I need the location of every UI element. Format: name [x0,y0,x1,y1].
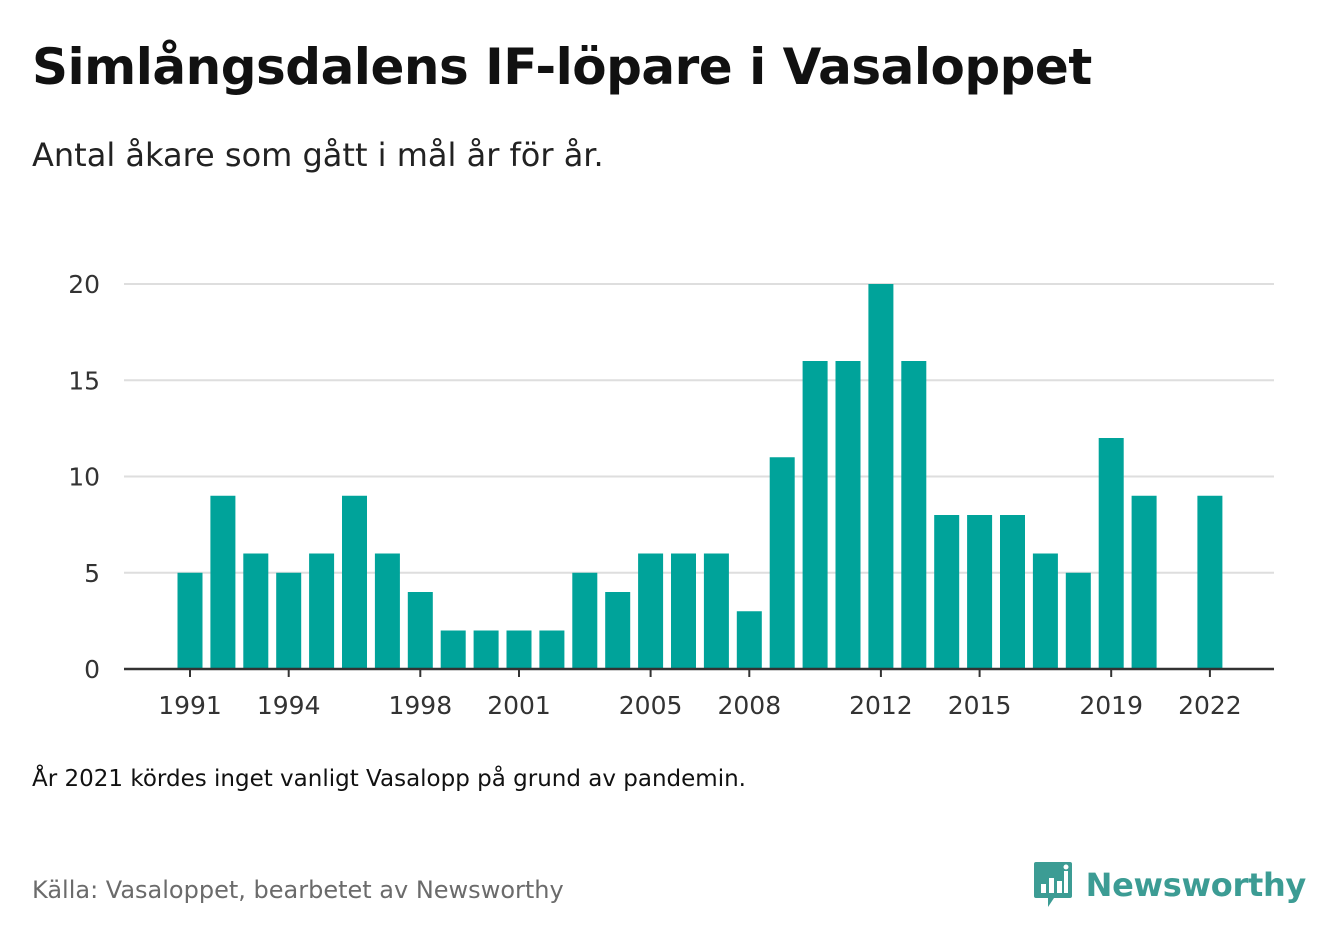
bar-1991 [177,572,203,669]
bar-1998 [407,592,433,669]
x-tick-label: 1994 [257,691,321,720]
bar-2022 [1197,495,1223,669]
bar-1992 [210,495,236,669]
bar-2010 [802,361,828,669]
bar-2003 [572,572,598,669]
x-tick-label: 2008 [717,691,781,720]
bar-2015 [967,515,993,669]
x-tick-label: 2012 [849,691,913,720]
y-tick-label: 5 [84,559,100,588]
bar-1999 [440,630,466,669]
x-axis-ticks: 1991 1994 1998 2001 2005 2008 2012 2015 2019 2022 [158,669,1242,720]
brand-logo[interactable]: Newsworthy [1032,860,1306,910]
x-tick-label: 2005 [619,691,683,720]
y-axis-ticks: 0 5 10 15 20 [68,270,100,684]
x-tick-label: 2019 [1079,691,1143,720]
y-tick-label: 15 [68,366,100,395]
bar-2013 [901,361,927,669]
x-tick-label: 1991 [158,691,222,720]
x-tick-label: 1998 [388,691,452,720]
newsworthy-logo-icon [1033,862,1072,907]
bar-2017 [1032,553,1058,669]
bar-1994 [276,572,302,669]
x-tick-label: 2015 [948,691,1012,720]
brand-name: Newsworthy [1085,866,1307,904]
source-credit: Källa: Vasaloppet, bearbetet av Newswort… [32,876,564,904]
bar-2006 [671,553,696,669]
bar-2000 [473,630,499,669]
x-tick-label: 2022 [1178,691,1242,720]
bar-2007 [703,553,729,669]
bar-2001 [506,630,532,669]
bars [177,284,1223,669]
bar-2002 [539,630,565,669]
bar-2019 [1098,438,1124,669]
bar-2009 [769,457,795,669]
bar-2004 [605,592,631,669]
bar-2008 [736,611,762,669]
bar-2020 [1131,495,1157,669]
footnote: År 2021 kördes inget vanligt Vasalopp på… [32,766,746,792]
bar-1993 [243,553,269,669]
bar-2012 [868,284,894,669]
x-tick-label: 2001 [487,691,551,720]
bar-2011 [835,361,861,669]
bar-2005 [638,553,664,669]
bar-2018 [1065,572,1091,669]
y-tick-label: 20 [68,270,100,299]
bar-2014 [934,515,960,669]
y-tick-label: 10 [68,463,100,492]
chart-subtitle: Antal åkare som gått i mål år för år. [32,136,604,174]
bar-1997 [374,553,400,669]
y-tick-label: 0 [84,655,100,684]
chart-title: Simlångsdalens IF-löpare i Vasaloppet [32,38,1092,96]
bar-1996 [342,495,367,669]
bar-2016 [1000,515,1025,669]
bar-1995 [309,553,335,669]
bar-chart: 0 5 10 15 20 1991 1994 1998 2001 2005 2008 2012 201… [68,270,1274,720]
